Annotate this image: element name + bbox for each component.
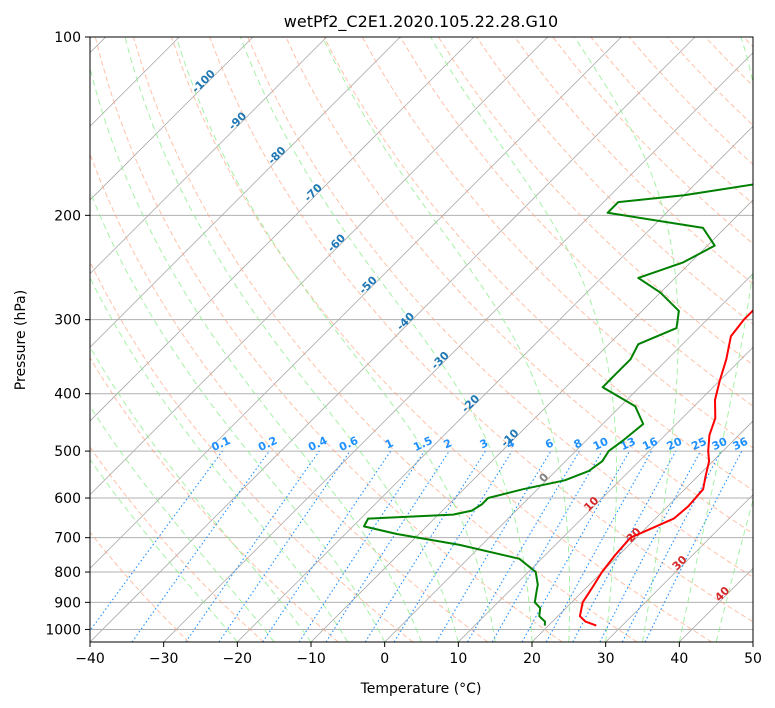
isotherm (531, 420, 753, 642)
moist-adiabat (715, 498, 753, 642)
dry-adiabat (171, 37, 712, 642)
moist-adiabat (90, 189, 386, 642)
mixing-ratio-label: 20 (665, 435, 685, 453)
moist-adiabat (322, 37, 571, 642)
dry-adiabat (361, 37, 753, 449)
moist-adiabat (90, 345, 312, 642)
temperature-profile-line (578, 309, 753, 627)
isotherm (90, 37, 548, 496)
moist-adiabat (90, 458, 238, 642)
y-tick-label: 800 (54, 565, 81, 581)
y-tick-label: 1000 (45, 622, 81, 638)
dry-adiabat (90, 531, 190, 642)
x-tick-label: 10 (449, 651, 467, 667)
moist-adiabat (124, 37, 459, 642)
mixing-ratio-line (521, 450, 630, 642)
isotherm (384, 273, 753, 642)
isotherm (90, 37, 401, 348)
y-axis: 100 200 300 400 500 600 700 800 900 1000 (45, 30, 90, 638)
mixing-ratio-line (298, 450, 425, 642)
dewpoint-profile-line (363, 183, 753, 626)
x-tick-label: −20 (223, 651, 253, 667)
mixing-ratio-line (185, 450, 320, 642)
moist-adiabat (430, 37, 617, 642)
x-tick-label: −40 (75, 651, 105, 667)
moist-adiabat (574, 37, 679, 642)
isotherm (90, 37, 622, 569)
dry-adiabat (90, 152, 488, 642)
dry-adiabat (437, 37, 753, 366)
mixing-ratio-line (572, 450, 677, 642)
x-tick-label: −30 (149, 651, 179, 667)
mixing-ratio-line (131, 450, 270, 642)
moist-adiabat (90, 65, 422, 642)
x-tick-label: 30 (597, 651, 615, 667)
moist-adiabat (678, 37, 753, 642)
moist-adiabat (90, 405, 275, 642)
dry-adiabat (285, 37, 753, 535)
isotherm (458, 346, 753, 642)
y-tick-label: 600 (54, 491, 81, 507)
x-axis-label: Temperature (°C) (360, 681, 482, 697)
dry-adiabat (90, 356, 339, 642)
dry-adiabat (132, 37, 638, 642)
isotherm (163, 52, 753, 642)
x-tick-label: 40 (670, 651, 688, 667)
dry-adiabat (323, 37, 753, 491)
mixing-ratio-label: 36 (731, 435, 751, 453)
mixing-ratio-line (218, 450, 351, 642)
mixing-ratio-label: 30 (710, 435, 730, 453)
moist-adiabat (175, 37, 496, 642)
isotherm (90, 37, 254, 201)
x-tick-label: −10 (296, 651, 326, 667)
mixing-ratio-label: 16 (640, 435, 660, 453)
y-tick-label: 700 (54, 531, 81, 547)
isotherm (90, 37, 327, 275)
mixing-ratio-label: 25 (689, 435, 708, 453)
dry-adiabat (209, 37, 753, 623)
dry-adiabat (90, 260, 414, 642)
y-tick-label: 100 (54, 30, 81, 46)
mixing-ratio-line (393, 450, 513, 642)
x-axis: −40 −30 −20 −10 0 10 20 30 40 50 (75, 642, 762, 667)
y-tick-label: 400 (54, 387, 81, 403)
mixing-ratio-line (90, 450, 223, 632)
mixing-ratio-line (325, 450, 450, 642)
moist-adiabat (239, 37, 533, 642)
mixing-ratio-label: 10 (591, 435, 611, 453)
x-tick-label: 0 (380, 651, 389, 667)
dry-adiabat (399, 37, 753, 407)
moist-adiabat (90, 276, 349, 642)
plot-frame (89, 36, 754, 643)
mixing-ratio-line (262, 450, 392, 642)
isotherm (237, 125, 753, 642)
y-axis-label: Pressure (hPa) (13, 290, 29, 390)
dry-adiabat (514, 37, 753, 285)
isotherm (90, 37, 475, 422)
dry-adiabat (90, 446, 264, 642)
y-tick-label: 500 (54, 444, 81, 460)
dry-adiabat (94, 37, 563, 642)
y-tick-label: 300 (54, 313, 81, 329)
x-tick-label: 50 (744, 651, 762, 667)
dry-adiabat (247, 37, 753, 578)
mixing-ratio-line (545, 450, 653, 642)
y-tick-label: 200 (54, 208, 81, 224)
isotherm (605, 494, 753, 642)
y-tick-label: 900 (54, 595, 81, 611)
chart-title: wetPf2_C2E1.2020.105.22.28.G10 (284, 12, 558, 32)
mixing-ratio-line (644, 450, 743, 642)
x-tick-label: 20 (523, 651, 541, 667)
